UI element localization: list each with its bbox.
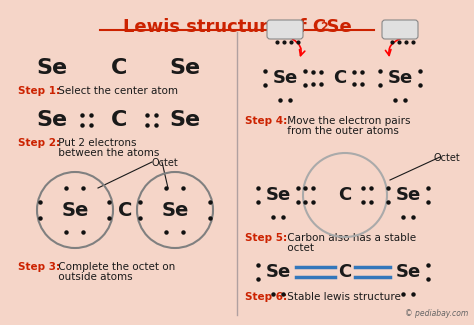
Text: Se: Se: [395, 186, 420, 204]
Text: Step 2:: Step 2:: [18, 138, 60, 148]
Text: C: C: [111, 110, 127, 130]
Text: Select the center atom: Select the center atom: [55, 86, 178, 96]
Text: Se: Se: [395, 263, 420, 281]
Text: Step 5:: Step 5:: [245, 233, 287, 243]
Text: C: C: [333, 69, 346, 87]
Text: Se: Se: [169, 58, 201, 78]
Text: 2: 2: [320, 22, 328, 32]
Text: Step 1:: Step 1:: [18, 86, 60, 96]
Text: Carbon also has a stable: Carbon also has a stable: [284, 233, 416, 243]
Text: Se: Se: [36, 58, 68, 78]
Text: © pediabay.com: © pediabay.com: [405, 309, 468, 318]
Text: Move the electron pairs: Move the electron pairs: [284, 116, 410, 126]
Text: Lewis structure of CSe: Lewis structure of CSe: [123, 18, 351, 36]
Text: Se: Se: [273, 69, 298, 87]
FancyBboxPatch shape: [267, 20, 303, 39]
Text: from the outer atoms: from the outer atoms: [284, 126, 399, 136]
FancyBboxPatch shape: [382, 20, 418, 39]
Text: Se: Se: [387, 69, 413, 87]
Text: between the atoms: between the atoms: [55, 148, 159, 158]
Text: Put 2 electrons: Put 2 electrons: [55, 138, 137, 148]
Text: octet: octet: [284, 243, 314, 253]
Text: Octet: Octet: [152, 158, 179, 168]
Text: Se: Se: [265, 186, 291, 204]
Text: Step 3:: Step 3:: [18, 262, 60, 272]
Text: Se: Se: [36, 110, 68, 130]
Text: Se: Se: [61, 201, 89, 219]
Text: Se: Se: [265, 263, 291, 281]
Text: C: C: [338, 263, 352, 281]
Text: Step 4:: Step 4:: [245, 116, 287, 126]
Text: C: C: [338, 186, 352, 204]
Text: Se: Se: [161, 201, 189, 219]
Text: Complete the octet on: Complete the octet on: [55, 262, 175, 272]
Text: Stable lewis structure: Stable lewis structure: [284, 292, 401, 302]
Text: outside atoms: outside atoms: [55, 272, 133, 282]
Text: C: C: [118, 201, 132, 219]
Text: C: C: [111, 58, 127, 78]
Text: Se: Se: [169, 110, 201, 130]
Text: Step 6:: Step 6:: [245, 292, 287, 302]
Text: Octet: Octet: [433, 153, 460, 163]
